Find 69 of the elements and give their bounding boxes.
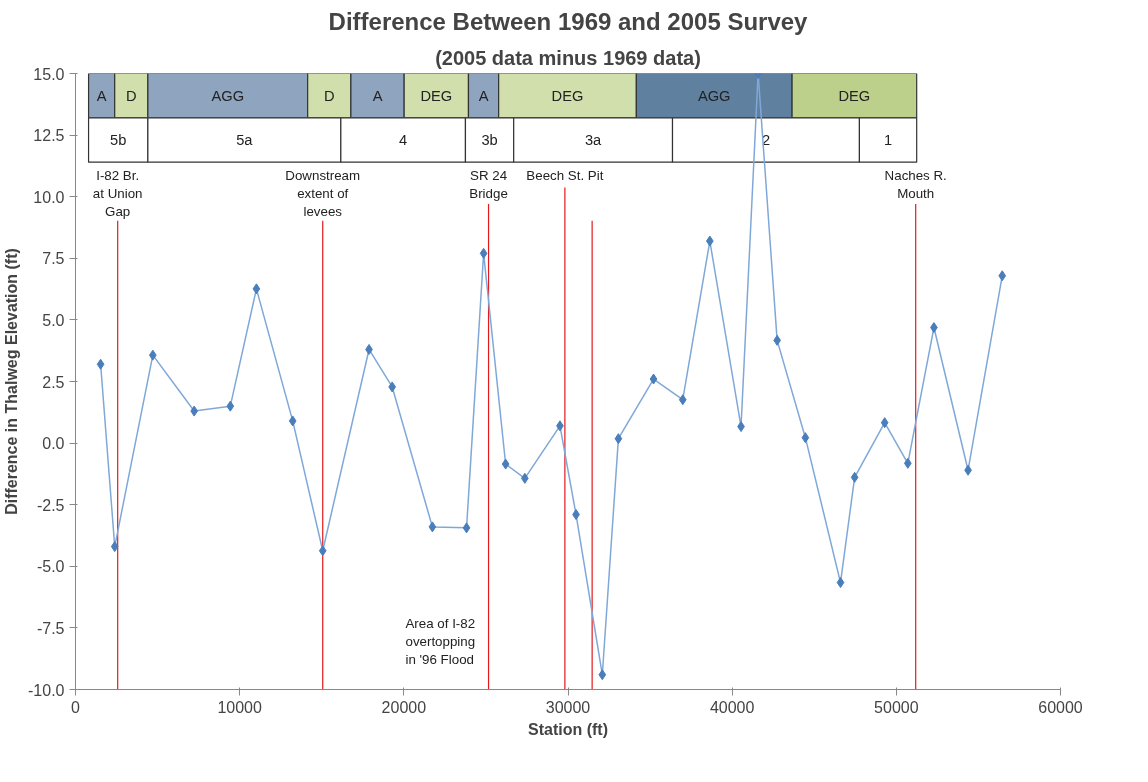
band-label: D [125, 87, 137, 104]
band-label: AGG [697, 87, 731, 104]
chart-subtitle: (2005 data minus 1969 data) [435, 46, 701, 69]
point [190, 405, 199, 417]
x-tick-label: 10000 [217, 698, 263, 716]
point [288, 415, 297, 427]
point [903, 457, 912, 469]
y-tick-label: -10.0 [28, 681, 65, 699]
x-axis-title: Station (ft) [528, 720, 608, 738]
band-label: D [323, 87, 335, 104]
annotation: Area of I-82 overtopping in '96 Flood [405, 615, 476, 667]
band-label: 3a [584, 132, 603, 149]
point [318, 545, 327, 557]
point [252, 283, 261, 295]
y-tick-label: 12.5 [33, 127, 65, 145]
band-label: 5a [236, 132, 254, 149]
ref-line-label: I-82 Br. at Union Gap [92, 168, 143, 220]
point [388, 381, 397, 393]
ref-line-label: SR 24 Bridge [469, 168, 508, 202]
band-label: DEG [551, 87, 584, 104]
x-tick-label: 40000 [709, 698, 755, 716]
x-tick-label: 60000 [1038, 698, 1083, 716]
point [96, 358, 105, 370]
point [998, 270, 1007, 282]
point [678, 394, 687, 406]
y-tick-label: -2.5 [36, 496, 65, 514]
chart-title: Difference Between 1969 and 2005 Survey [328, 7, 809, 35]
point [520, 472, 529, 484]
point [226, 400, 235, 412]
point [880, 417, 889, 429]
y-tick-label: 15.0 [33, 65, 65, 83]
ref-line-label: Naches R. Mouth [884, 168, 947, 202]
y-tick-label: 7.5 [42, 250, 65, 268]
y-tick-label: -5.0 [36, 558, 65, 576]
point [428, 521, 437, 533]
band-label: 1 [883, 132, 893, 149]
band-label: 3b [481, 132, 498, 149]
point [850, 471, 859, 483]
point [110, 541, 119, 553]
ref-line-label: Beech St. Pit [526, 168, 604, 184]
y-tick-label: 2.5 [42, 373, 65, 391]
band-label: 4 [399, 132, 408, 149]
x-tick-label: 30000 [545, 698, 591, 716]
band-label: 2 [761, 132, 771, 149]
point [598, 669, 607, 681]
band-label: DEG [838, 87, 871, 104]
point [801, 432, 810, 444]
y-tick-label: 0.0 [42, 435, 65, 453]
point [836, 577, 845, 589]
band-label: A [96, 87, 107, 104]
y-tick-label: 10.0 [33, 188, 65, 206]
point [501, 458, 510, 470]
point [148, 349, 157, 361]
point [649, 373, 658, 385]
point [462, 522, 471, 534]
x-tick-label: 50000 [874, 698, 919, 716]
band-label: A [478, 87, 489, 104]
band-label: DEG [420, 87, 453, 104]
band-label: 5b [110, 132, 127, 149]
band-label: AGG [211, 87, 245, 104]
y-axis-title: Difference in Thalweg Elevation (ft) [3, 248, 21, 515]
point [479, 247, 488, 259]
band-label: A [372, 87, 383, 104]
x-tick-label: 0 [71, 698, 81, 716]
point [614, 433, 623, 445]
x-tick-label: 20000 [381, 698, 427, 716]
y-tick-label: 5.0 [42, 311, 65, 329]
y-tick-label: -7.5 [36, 619, 65, 637]
ref-line-label: Downstream extent of levees [285, 168, 361, 220]
